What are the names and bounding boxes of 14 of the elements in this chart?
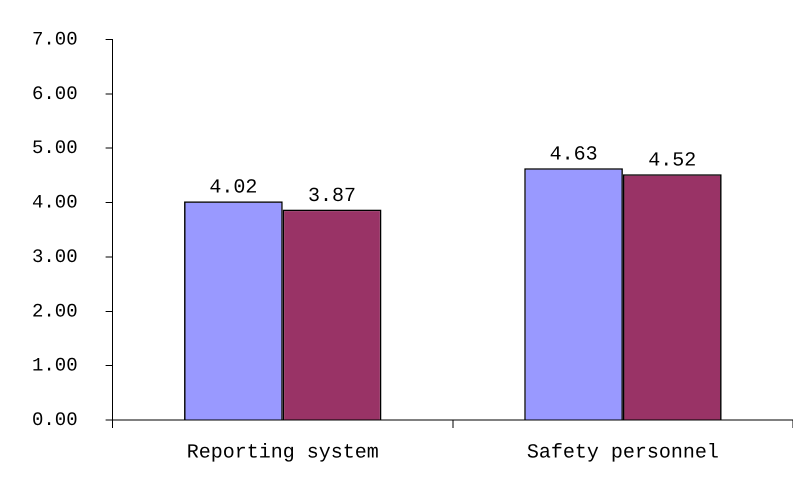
y-tick-label: 7.00 (32, 28, 78, 50)
y-tick-label: 5.00 (32, 137, 78, 160)
data-label: 4.63 (550, 144, 598, 167)
y-tick-label: 4.00 (32, 192, 78, 214)
data-label: 3.87 (308, 184, 356, 208)
y-tick-label: 1.00 (32, 354, 78, 377)
y-tick-label: 2.00 (32, 300, 78, 322)
data-label: 4.52 (648, 150, 696, 173)
data-label: 4.02 (209, 176, 258, 200)
x-tick-label: Reporting system (186, 441, 379, 464)
y-tick-label: 6.00 (32, 82, 78, 105)
y-tick-label: 0.00 (32, 409, 78, 432)
y-tick-label: 3.00 (32, 246, 78, 268)
x-tick-label: Safety personnel (526, 441, 719, 464)
